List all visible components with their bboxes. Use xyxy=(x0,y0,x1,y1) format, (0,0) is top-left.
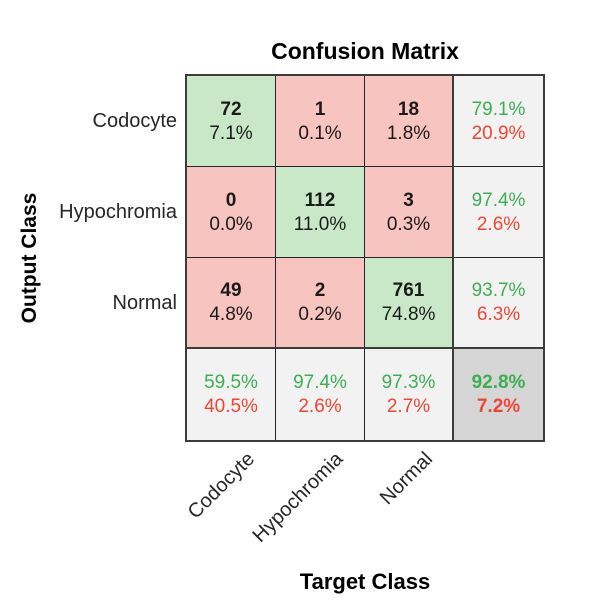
cell-count: 49 xyxy=(220,280,242,301)
confusion-matrix-grid: 72 7.1% 1 0.1% 18 1.8% 79.1% 20.9% 0 0.0… xyxy=(185,74,545,442)
overall-accuracy-cell: 92.8% 7.2% xyxy=(454,349,543,440)
col-label-normal: Normal xyxy=(375,448,437,510)
row-label-normal: Normal xyxy=(112,292,177,314)
cell-failure-percent: 2.6% xyxy=(476,213,521,235)
matrix-cell: 72 7.1% xyxy=(187,76,276,167)
matrix-cell: 2 0.2% xyxy=(276,258,365,349)
cell-failure-percent: 6.3% xyxy=(476,304,521,325)
col-summary-cell: 97.3% 2.7% xyxy=(365,349,454,440)
matrix-cell: 761 74.8% xyxy=(365,258,454,349)
x-axis-label: Target Class xyxy=(299,569,431,594)
cell-count: 18 xyxy=(397,98,420,120)
cell-count: 0 xyxy=(225,189,237,211)
cell-failure-percent: 2.7% xyxy=(386,396,431,417)
cell-failure-percent: 40.5% xyxy=(204,396,258,417)
cell-percent: 7.1% xyxy=(209,122,253,144)
row-summary-cell: 79.1% 20.9% xyxy=(454,76,543,167)
cell-success-percent: 59.5% xyxy=(204,372,258,393)
cell-count: 3 xyxy=(403,189,414,211)
cell-failure-percent: 7.2% xyxy=(476,396,521,417)
cell-success-percent: 92.8% xyxy=(471,372,526,393)
row-label-codocyte: Codocyte xyxy=(92,110,178,132)
matrix-cell: 112 11.0% xyxy=(276,167,365,258)
cell-percent: 0.2% xyxy=(298,304,342,325)
cell-percent: 0.0% xyxy=(209,213,253,235)
row-label-hypochromia: Hypochromia xyxy=(59,201,177,223)
col-summary-cell: 59.5% 40.5% xyxy=(187,349,276,440)
cell-percent: 11.0% xyxy=(293,213,347,235)
matrix-cell: 49 4.8% xyxy=(187,258,276,349)
cell-success-percent: 97.4% xyxy=(471,189,526,211)
cell-success-percent: 97.4% xyxy=(293,372,347,393)
cell-success-percent: 97.3% xyxy=(381,372,436,393)
col-label-codocyte: Codocyte xyxy=(183,448,259,524)
col-summary-cell: 97.4% 2.6% xyxy=(276,349,365,440)
cell-percent: 0.3% xyxy=(386,213,431,235)
row-summary-cell: 97.4% 2.6% xyxy=(454,167,543,258)
cell-count: 112 xyxy=(304,189,336,211)
cell-count: 761 xyxy=(392,280,425,301)
cell-percent: 4.8% xyxy=(209,304,253,325)
cell-failure-percent: 2.6% xyxy=(298,396,342,417)
cell-count: 2 xyxy=(314,280,326,301)
cell-failure-percent: 20.9% xyxy=(471,122,526,144)
matrix-cell: 3 0.3% xyxy=(365,167,454,258)
matrix-cell: 1 0.1% xyxy=(276,76,365,167)
matrix-cell: 0 0.0% xyxy=(187,167,276,258)
cell-count: 1 xyxy=(314,98,326,120)
col-label-hypochromia: Hypochromia xyxy=(248,448,348,547)
cell-percent: 0.1% xyxy=(298,122,342,144)
cell-percent: 74.8% xyxy=(381,304,436,325)
row-summary-cell: 93.7% 6.3% xyxy=(454,258,543,349)
cell-success-percent: 93.7% xyxy=(471,280,526,301)
cell-percent: 1.8% xyxy=(386,122,431,144)
chart-title: Confusion Matrix xyxy=(271,38,459,64)
matrix-cell: 18 1.8% xyxy=(365,76,454,167)
cell-success-percent: 79.1% xyxy=(471,98,526,120)
cell-count: 72 xyxy=(220,98,242,120)
y-axis-label: Output Class xyxy=(18,192,41,324)
